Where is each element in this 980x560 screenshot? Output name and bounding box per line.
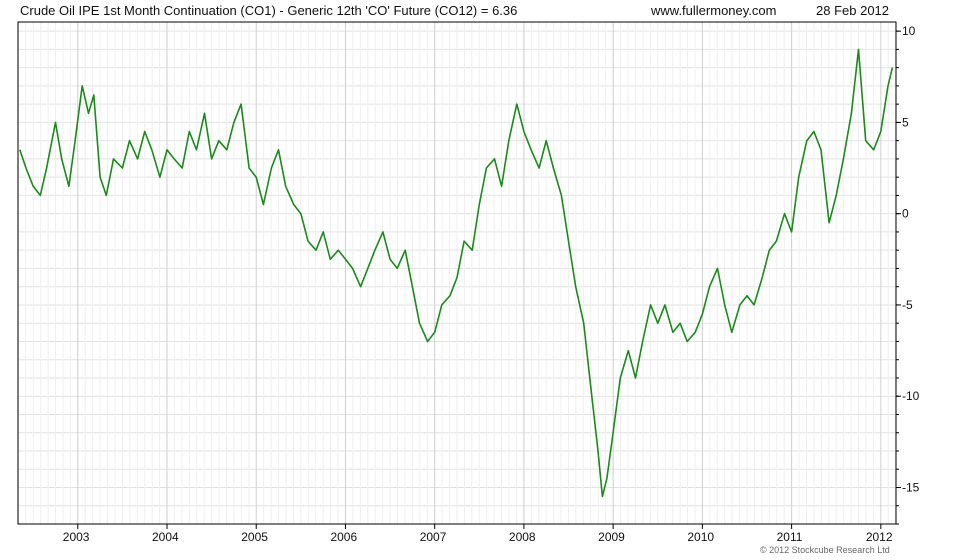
x-tick-label: 2007 <box>420 530 447 544</box>
x-tick-label: 2010 <box>687 530 714 544</box>
chart-header: Crude Oil IPE 1st Month Continuation (CO… <box>0 0 900 22</box>
x-tick-label: 2008 <box>509 530 536 544</box>
axes <box>17 21 901 529</box>
series-line <box>19 48 894 498</box>
y-tick-label: 10 <box>902 24 916 38</box>
x-tick-label: 2005 <box>241 530 268 544</box>
plot-frame <box>17 21 897 525</box>
x-tick-label: 2011 <box>777 530 803 544</box>
x-tick-label: 2003 <box>63 530 90 544</box>
y-tick-label: -10 <box>902 389 920 403</box>
x-tick-label: 2004 <box>152 530 179 544</box>
y-tick-label: -5 <box>902 298 913 312</box>
x-tick-label: 2009 <box>598 530 625 544</box>
grid <box>17 22 897 525</box>
series-layer <box>19 48 894 498</box>
y-tick-label: -15 <box>902 480 920 494</box>
y-tick-label: 5 <box>902 115 909 129</box>
x-tick-label: 2012 <box>866 530 893 544</box>
website-label[interactable]: www.fullermoney.com <box>651 3 777 18</box>
chart-title: Crude Oil IPE 1st Month Continuation (CO… <box>20 3 518 18</box>
copyright-notice: © 2012 Stockcube Research Ltd <box>760 545 890 555</box>
tick-labels: 10 5 0 -5 -10 -15 2003 2004 2005 2006 2007 2008 2009… <box>63 24 920 544</box>
y-tick-label: 0 <box>902 207 909 221</box>
chart-date: 28 Feb 2012 <box>816 3 890 18</box>
x-tick-label: 2006 <box>330 530 357 544</box>
